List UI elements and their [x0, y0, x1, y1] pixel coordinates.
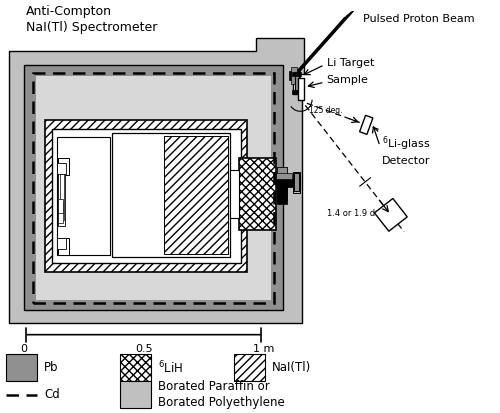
Bar	[276, 179, 297, 187]
Bar	[34, 74, 274, 303]
Bar	[112, 133, 230, 257]
Bar	[277, 167, 287, 181]
Text: Anti-Compton
NaI(Tl) Spectrometer: Anti-Compton NaI(Tl) Spectrometer	[26, 5, 157, 33]
Text: Pb: Pb	[44, 361, 59, 374]
Polygon shape	[24, 65, 283, 311]
Bar	[277, 179, 287, 204]
Polygon shape	[360, 115, 373, 134]
Bar	[58, 199, 64, 213]
Bar	[292, 90, 302, 94]
Bar	[56, 237, 66, 249]
Bar	[120, 354, 151, 381]
Text: Pulsed Proton Beam: Pulsed Proton Beam	[362, 14, 474, 24]
Bar	[298, 78, 304, 100]
Text: 1 m: 1 m	[253, 344, 274, 354]
Bar	[58, 237, 70, 255]
Bar	[276, 173, 291, 179]
Text: 0.5: 0.5	[135, 344, 152, 354]
Bar	[36, 76, 272, 300]
Bar	[120, 381, 151, 408]
Bar	[294, 72, 300, 92]
Bar	[56, 163, 66, 174]
Text: $^6$LiH: $^6$LiH	[158, 359, 183, 376]
Bar	[58, 158, 70, 176]
Text: NaI(Tl): NaI(Tl)	[272, 361, 312, 374]
Bar	[290, 66, 296, 84]
Bar	[60, 173, 64, 220]
Bar	[292, 171, 300, 193]
Text: 0: 0	[20, 344, 27, 354]
Bar	[45, 120, 247, 272]
Bar	[239, 158, 276, 230]
Text: Cd: Cd	[44, 388, 60, 401]
Bar	[58, 202, 64, 223]
Bar	[230, 170, 239, 218]
Bar	[294, 173, 300, 191]
Bar	[6, 354, 37, 381]
Bar	[58, 168, 66, 226]
Text: Sample: Sample	[326, 75, 368, 85]
Text: $^6$Li-glass
Detector: $^6$Li-glass Detector	[382, 135, 430, 166]
Bar	[277, 167, 287, 201]
Bar	[164, 135, 228, 254]
Text: Li Target: Li Target	[326, 58, 374, 68]
Bar	[56, 137, 110, 255]
Text: 125 deg.: 125 deg.	[309, 107, 342, 116]
Bar	[289, 71, 300, 80]
Bar	[292, 72, 302, 76]
Polygon shape	[374, 199, 407, 231]
Text: 1.4 or 1.9 deg.: 1.4 or 1.9 deg.	[326, 209, 388, 218]
Polygon shape	[9, 38, 304, 323]
Bar	[234, 354, 266, 381]
Bar	[52, 129, 241, 263]
Text: Borated Paraffin or
Borated Polyethylene: Borated Paraffin or Borated Polyethylene	[158, 380, 284, 409]
